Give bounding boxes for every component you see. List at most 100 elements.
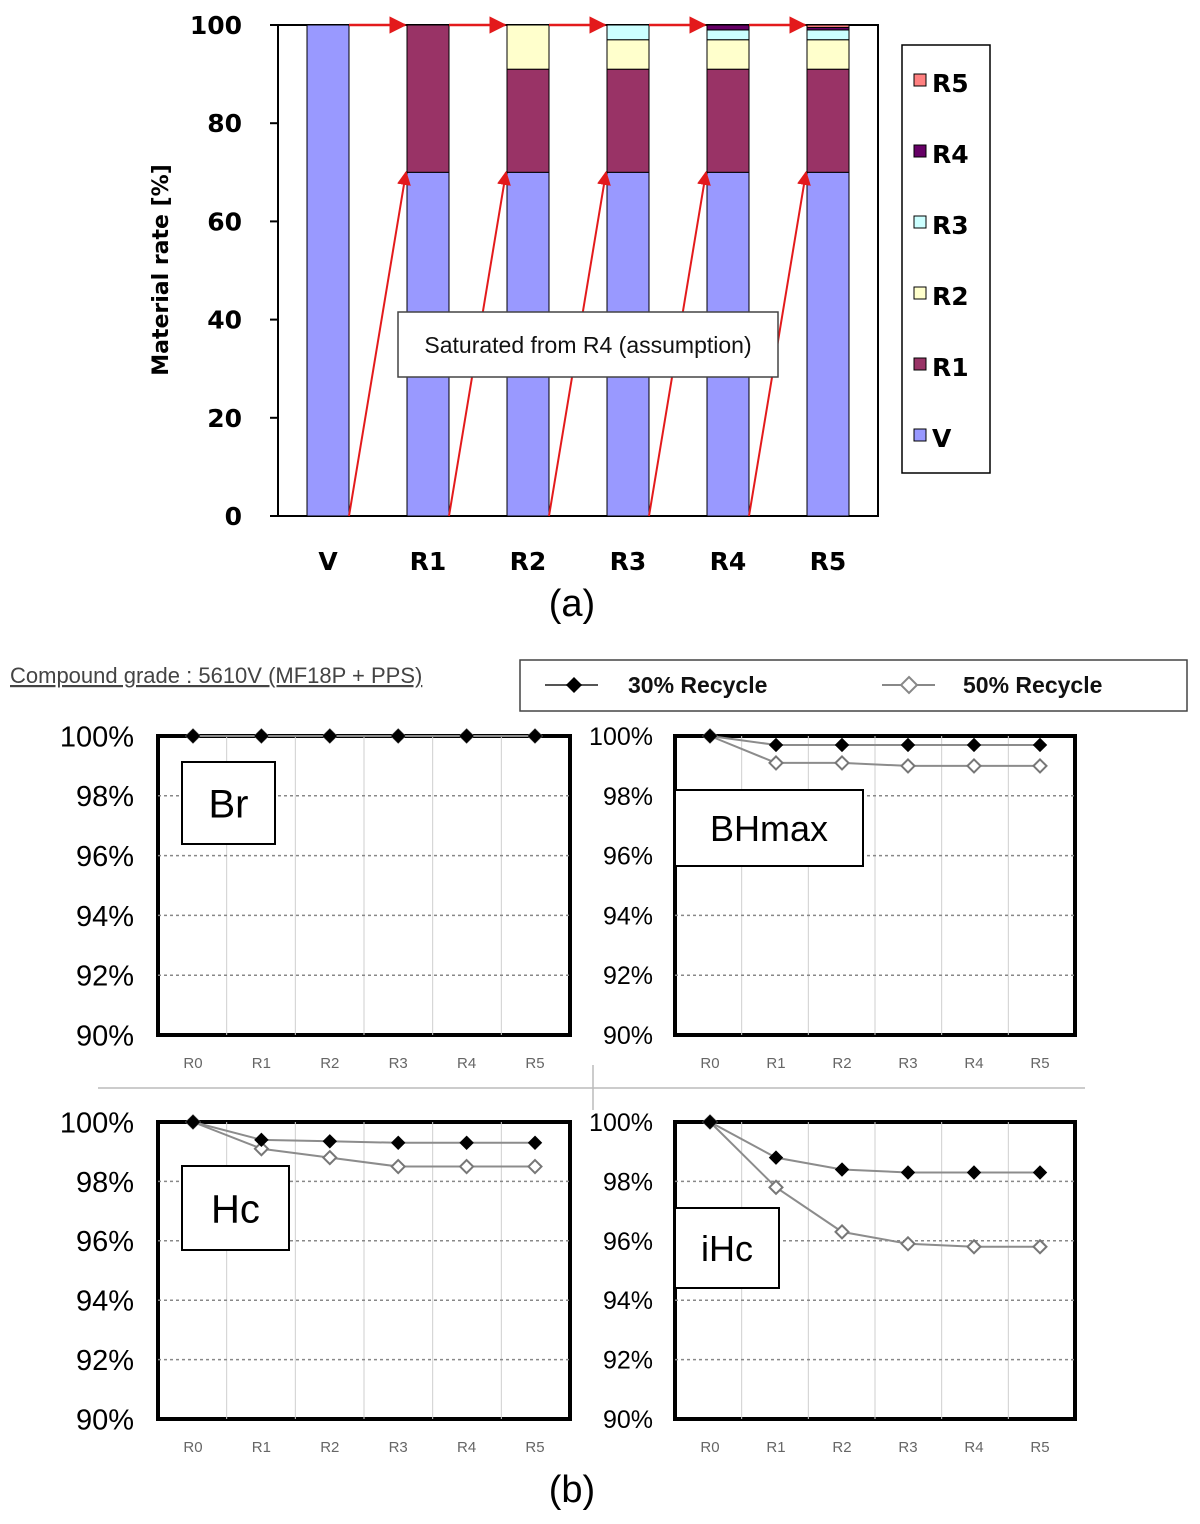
x-tick-label: R3: [898, 1055, 917, 1072]
x-tick-label: R1: [766, 1439, 785, 1456]
legend-label: V: [932, 424, 952, 453]
marker-50-recycle: [834, 754, 850, 771]
y-tick-label: 98%: [603, 783, 653, 811]
legend-b: 30% Recycle 50% Recycle: [519, 659, 1188, 712]
marker-30-recycle: [1032, 737, 1048, 753]
marker-50-recycle: [834, 1223, 850, 1240]
y-axis-label: Material rate [%]: [149, 164, 174, 376]
marker-30-recycle: [966, 737, 982, 753]
y-tick-label: 94%: [603, 1287, 653, 1315]
marker-30-recycle: [900, 737, 916, 753]
x-tick-label: R1: [766, 1055, 785, 1072]
marker-50-recycle: [1032, 757, 1048, 774]
marker-30-recycle: [185, 728, 201, 744]
x-tick-label: R2: [320, 1055, 339, 1072]
y-tick-label: 0: [225, 502, 242, 531]
x-tick-label: R0: [183, 1055, 202, 1072]
y-tick-label: 90%: [603, 1406, 653, 1434]
y-tick-label: 80: [207, 109, 242, 138]
y-tick-label: 100%: [589, 723, 653, 751]
marker-30-recycle: [702, 1114, 718, 1130]
bar-segment-r2: [606, 39, 650, 70]
line-chart-bhmax: 90% 92% 94% 96% 98% 100% R0 R1 R2 R3 R4 R5 BHmax: [589, 723, 1077, 1072]
marker-50-recycle: [321, 1149, 338, 1166]
bar-segment-r2: [706, 39, 750, 70]
series-line: [709, 1121, 1040, 1248]
chart-title: BHmax: [710, 808, 828, 849]
marker-30-recycle: [834, 737, 850, 753]
marker-30-recycle: [702, 728, 718, 744]
series-line: [192, 1121, 535, 1168]
title-box: [674, 1207, 780, 1289]
marker-50-recycle: [966, 1238, 982, 1255]
marker-50-recycle: [966, 757, 982, 774]
marker-50-recycle: [458, 1158, 475, 1175]
y-tick-label: 92%: [76, 961, 134, 993]
y-tick-label: 100%: [60, 721, 134, 753]
marker-30-recycle: [768, 737, 784, 753]
marker-30-recycle: [459, 1135, 474, 1150]
x-tick-label: R5: [1030, 1055, 1049, 1072]
y-tick-label: 20: [207, 404, 242, 433]
marker-30-recycle: [768, 1150, 784, 1165]
open-diamond-icon: [899, 675, 919, 695]
legend-label: R4: [932, 140, 969, 169]
bar-segment-r1: [506, 68, 550, 173]
stacked-bar-chart: 0 20 40 60 80 100 V R1 R2 R3 R4 R5 Material rate […: [149, 11, 991, 576]
series-line: [709, 1121, 1040, 1174]
marker-50-recycle: [900, 1235, 916, 1252]
x-tick-label: R0: [183, 1439, 202, 1456]
bar-segment-r1: [606, 68, 650, 173]
x-tick-label: R2: [320, 1439, 339, 1456]
x-tick-label: R5: [1030, 1439, 1049, 1456]
annotation-box: Saturated from R4 (assumption): [397, 311, 779, 378]
x-tick-label: R0: [700, 1055, 719, 1072]
y-tick-label: 100%: [60, 1107, 134, 1139]
marker-30-recycle: [900, 1165, 916, 1180]
legend-label: 50% Recycle: [963, 672, 1102, 698]
marker-50-recycle: [1032, 1238, 1048, 1255]
y-tick-label: 96%: [603, 1228, 653, 1256]
x-tick-label: R3: [389, 1055, 408, 1072]
bar-segment-r4: [706, 24, 750, 31]
marker-30-recycle: [322, 1134, 338, 1149]
x-tick-label: R5: [810, 547, 847, 576]
legend-swatch: [913, 215, 927, 229]
y-tick-label: 92%: [603, 962, 653, 990]
y-tick-label: 96%: [76, 1226, 134, 1258]
y-tick-label: 60: [207, 207, 242, 236]
marker-30-recycle: [254, 1132, 269, 1148]
legend-label: 30% Recycle: [628, 672, 767, 698]
x-tick-label: R1: [252, 1439, 271, 1456]
series-line: [709, 735, 1040, 746]
x-tick-label: R5: [525, 1439, 544, 1456]
marker-30-recycle: [1032, 1165, 1048, 1180]
legend: R5 R4 R3 R2 R1 V: [901, 44, 991, 474]
x-tick-label: R4: [964, 1055, 983, 1072]
marker-30-recycle: [322, 728, 338, 744]
legend-label: R3: [932, 211, 969, 240]
legend-swatch: [913, 357, 927, 371]
bar-segment-v: [306, 24, 350, 517]
marker-30-recycle: [390, 728, 406, 744]
legend-item-50-recycle: 50% Recycle: [882, 672, 1102, 698]
legend-item-30-recycle: 30% Recycle: [545, 672, 767, 698]
y-tick-label: 100: [190, 11, 242, 40]
bar-segment-r1: [806, 68, 850, 173]
annotation-text: Saturated from R4 (assumption): [424, 332, 751, 358]
x-tick-label: R2: [832, 1439, 851, 1456]
legend-label: R1: [932, 353, 969, 382]
x-tick-label: R2: [510, 547, 547, 576]
y-tick-label: 94%: [76, 901, 134, 933]
chart-title: Br: [209, 782, 249, 826]
y-tick-label: 100%: [589, 1109, 653, 1137]
chart-title: iHc: [701, 1228, 753, 1269]
legend-label: R2: [932, 282, 969, 311]
x-tick-label: R3: [389, 1439, 408, 1456]
y-tick-label: 96%: [603, 843, 653, 871]
x-tick-label: R4: [457, 1439, 476, 1456]
x-tick-label: R4: [457, 1055, 476, 1072]
bar-segment-r1: [706, 68, 750, 173]
arrow-diagonal: [348, 170, 411, 517]
